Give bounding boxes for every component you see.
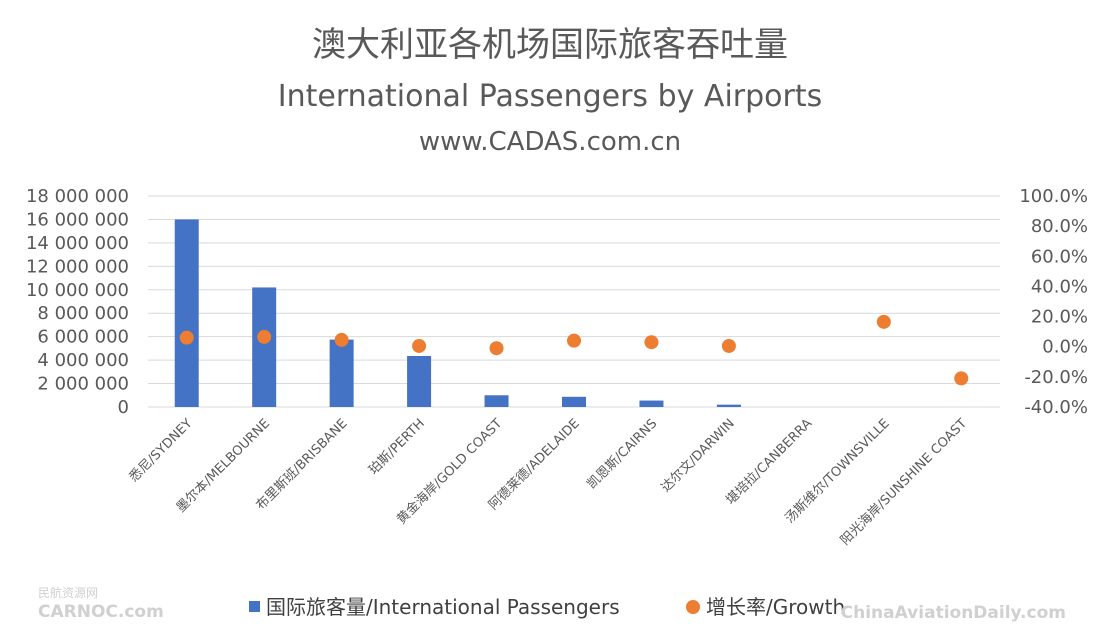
right-tick-label: 20.0% [1031, 307, 1088, 328]
growth-point [489, 341, 504, 356]
left-tick-label: 16 000 000 [26, 209, 129, 230]
category-label: 阳光海岸/SUNSHINE COAST [838, 416, 970, 548]
bar [484, 395, 509, 407]
bar [639, 400, 664, 407]
watermark-carnoc-en: CARNOC.com [38, 602, 164, 622]
left-tick-label: 14 000 000 [26, 233, 129, 254]
left-tick-label: 18 000 000 [26, 186, 129, 207]
category-label: 达尔文/DARWIN [659, 416, 738, 495]
growth-point [644, 335, 659, 350]
category-label: 悉尼/SYDNEY [127, 416, 196, 485]
right-tick-label: 100.0% [1019, 186, 1088, 207]
right-axis-ticks: -40.0% -20.0% 0.0% 20.0% 40.0% 60.0% 80.0% 100.… [1019, 186, 1088, 418]
category-label: 珀斯/PERTH [366, 416, 428, 478]
chart-subtitle: International Passengers by Airports [278, 79, 823, 114]
growth-point [179, 330, 194, 345]
left-tick-label: 4 000 000 [37, 350, 129, 371]
legend-swatch-passengers [249, 601, 260, 612]
watermark-chinaaviationdaily: ChinaAviationDaily.com [841, 603, 1066, 623]
bar [407, 356, 432, 407]
right-tick-label: 60.0% [1031, 246, 1088, 267]
growth-point [721, 338, 736, 353]
left-tick-label: 0 [118, 397, 129, 418]
bar [174, 219, 199, 407]
left-tick-label: 6 000 000 [37, 327, 129, 348]
left-tick-label: 8 000 000 [37, 303, 129, 324]
watermark-carnoc-cn: 民航资源网 [38, 585, 98, 600]
legend: 国际旅客量/International Passengers 增长率/Growt… [249, 595, 845, 619]
growth-point [954, 371, 969, 386]
chart-title: 澳大利亚各机场国际旅客吞吐量 [312, 25, 788, 65]
bar [562, 396, 586, 407]
growth-point [412, 338, 427, 353]
left-tick-label: 12 000 000 [26, 256, 129, 277]
bar [716, 404, 741, 407]
category-label: 凯恩斯/CAIRNS [584, 416, 660, 492]
right-tick-label: 0.0% [1042, 337, 1088, 358]
right-tick-label: -40.0% [1024, 397, 1088, 418]
growth-point [567, 333, 581, 348]
right-tick-label: 80.0% [1031, 216, 1088, 237]
growth-point [876, 314, 891, 329]
legend-label-growth: 增长率/Growth [706, 595, 845, 619]
legend-label-passengers: 国际旅客量/International Passengers [266, 595, 620, 619]
gridlines [148, 195, 1000, 408]
category-label: 堪培拉/CANBERRA [723, 415, 815, 507]
bar-series [174, 219, 741, 407]
growth-point [257, 329, 272, 344]
right-tick-label: -20.0% [1024, 367, 1088, 388]
right-tick-label: 40.0% [1031, 276, 1088, 297]
legend-swatch-growth [686, 600, 700, 614]
left-tick-label: 10 000 000 [26, 280, 129, 301]
chart-source: www.CADAS.com.cn [419, 127, 681, 157]
bar [252, 287, 277, 407]
growth-series [179, 314, 969, 386]
growth-point [334, 332, 349, 347]
watermark-carnoc: 民航资源网 CARNOC.com [38, 585, 164, 622]
left-tick-label: 2 000 000 [37, 374, 129, 395]
bar [329, 339, 354, 407]
